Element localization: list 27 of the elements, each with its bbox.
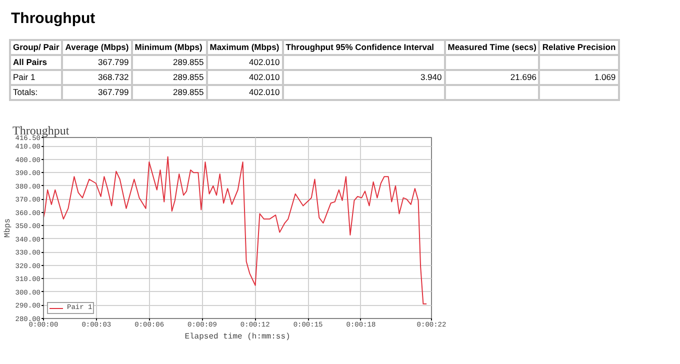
table-cell: 367.799 xyxy=(62,55,132,70)
table-cell: Group/ Pair xyxy=(10,40,62,55)
table-cell: 3.940 xyxy=(282,70,445,85)
table-cell: 367.799 xyxy=(62,85,132,100)
table-cell: 289.855 xyxy=(132,55,207,70)
table-cell: 402.010 xyxy=(206,70,283,85)
table-cell: 368.732 xyxy=(62,70,132,85)
table-cell: 402.010 xyxy=(206,85,283,100)
y-axis-title: Mbps xyxy=(3,218,12,238)
table-cell: All Pairs xyxy=(10,55,62,70)
chart-title: Throughput xyxy=(12,124,70,138)
table-cell: Measured Time (secs) xyxy=(444,40,540,55)
table-cell: Average (Mbps) xyxy=(62,40,132,55)
table-cell: Minimum (Mbps) xyxy=(132,40,207,55)
line-series xyxy=(44,156,428,304)
table-cell: 1.069 xyxy=(539,70,619,85)
table-cell: Totals: xyxy=(10,85,62,100)
table-cell: Relative Precision xyxy=(539,40,619,55)
table-cell: Throughput 95% Confidence Interval xyxy=(282,40,445,55)
x-axis-title: Elapsed time (h:mm:ss) xyxy=(184,332,290,342)
table-cell: Maximum (Mbps) xyxy=(206,40,283,55)
table-cell: 402.010 xyxy=(206,55,283,70)
table-cell: 289.855 xyxy=(132,85,207,100)
table-cell: 21.696 xyxy=(444,70,540,85)
table-cell: 289.855 xyxy=(132,70,207,85)
table-cell: Pair 1 xyxy=(10,70,62,85)
text: Throughput xyxy=(10,9,96,29)
